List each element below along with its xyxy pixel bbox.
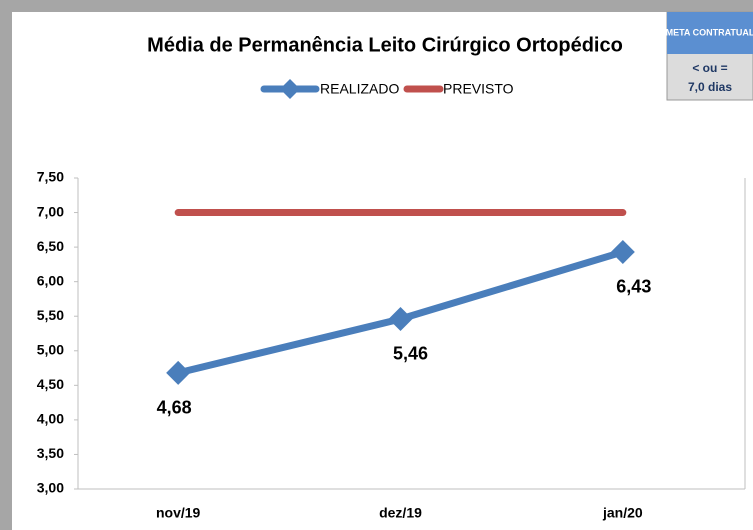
marker [166, 360, 191, 385]
legend-marker [280, 79, 300, 99]
annotation-header [667, 12, 753, 54]
y-tick-label: 6,00 [37, 272, 64, 288]
y-tick-label: 3,50 [37, 445, 64, 461]
y-tick-label: 6,50 [37, 238, 64, 254]
marker [610, 239, 635, 264]
data-label: 4,68 [157, 398, 192, 418]
chart-title: Média de Permanência Leito Cirúrgico Ort… [147, 34, 623, 56]
legend-label: PREVISTO [443, 81, 514, 97]
data-label: 6,43 [616, 277, 651, 297]
x-tick-label: nov/19 [156, 505, 201, 521]
y-tick-label: 5,50 [37, 307, 64, 323]
y-tick-label: 7,00 [37, 203, 64, 219]
marker [388, 306, 413, 331]
annotation-title: META CONTRATUAL [666, 27, 753, 37]
y-tick-label: 4,00 [37, 411, 64, 427]
annotation-line: 7,0 dias [688, 80, 732, 94]
chart-area [12, 12, 753, 530]
y-tick-label: 4,50 [37, 376, 64, 392]
x-tick-label: dez/19 [379, 505, 422, 521]
y-tick-label: 7,50 [37, 169, 64, 185]
y-tick-label: 3,00 [37, 480, 64, 496]
y-tick-label: 5,00 [37, 341, 64, 357]
x-tick-label: jan/20 [602, 505, 643, 521]
legend-label: REALIZADO [320, 81, 399, 97]
annotation-line: < ou = [692, 61, 727, 75]
data-label: 5,46 [393, 344, 428, 364]
